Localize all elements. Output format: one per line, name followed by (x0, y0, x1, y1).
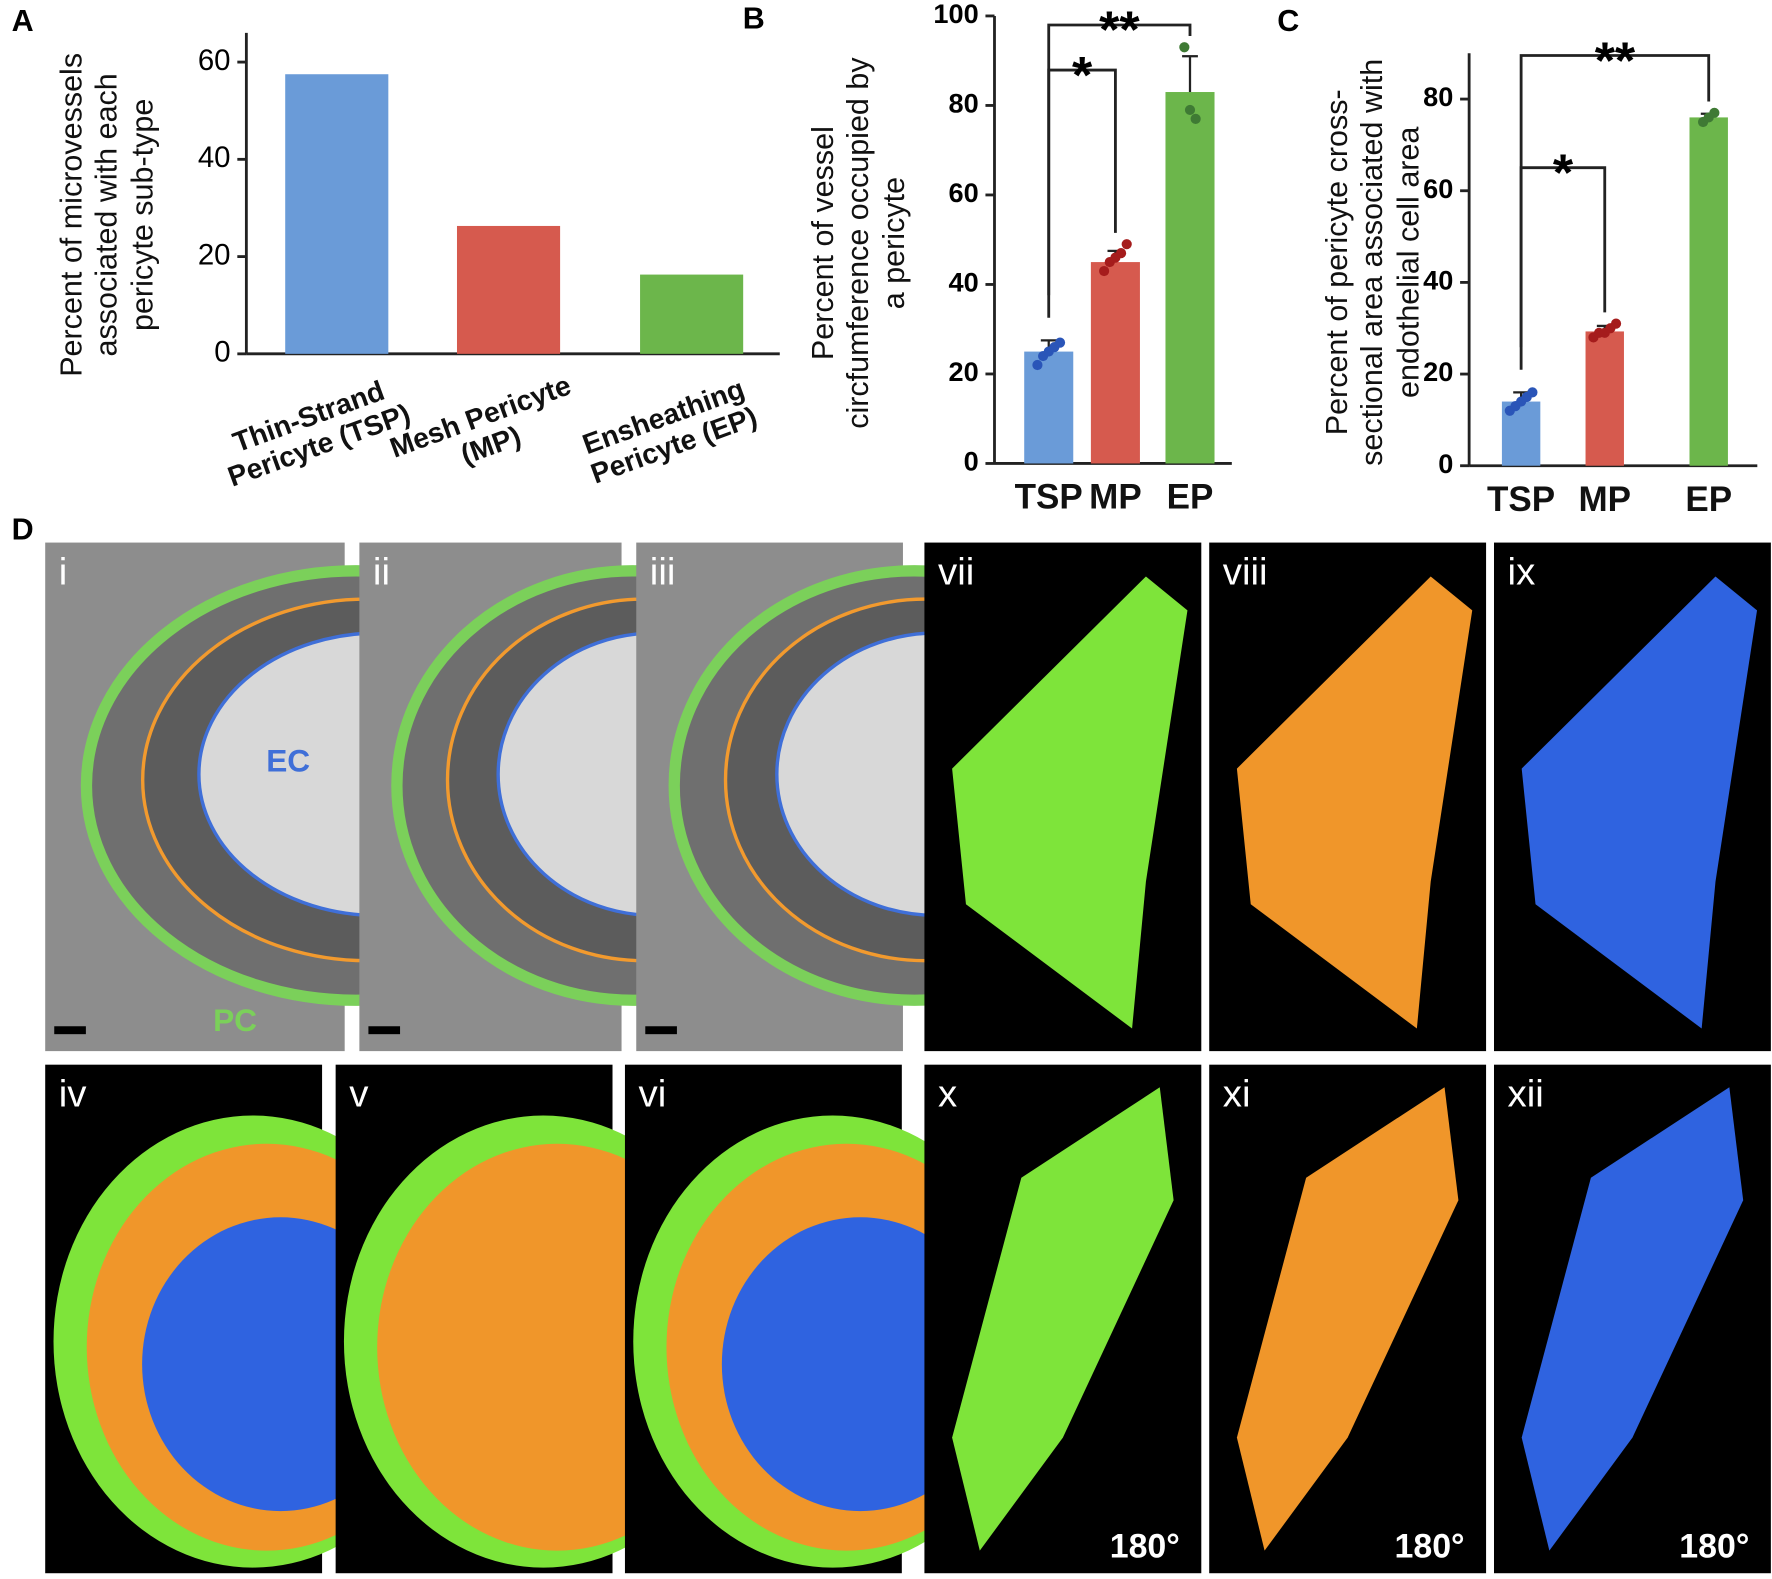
y-tick-label: 20 (198, 238, 231, 271)
panel-number: iv (59, 1072, 88, 1115)
y-tick-label: 0 (964, 446, 979, 477)
x-tick-label: TSP (1014, 477, 1083, 517)
rotation-label: 180° (1679, 1527, 1749, 1565)
x-tick-label: MP (1089, 477, 1142, 517)
rendering (1236, 576, 1473, 1029)
significance-label: * (1072, 47, 1093, 105)
y-axis-label: Percent of microvessels associated with … (54, 52, 159, 377)
data-point (1179, 42, 1190, 53)
scale-bar (645, 1026, 677, 1035)
x-tick-label-box: TSP (1014, 477, 1083, 517)
cell-label: PC (213, 1002, 257, 1038)
data-point (1115, 248, 1127, 259)
x-tick-label-box: EP (1685, 479, 1733, 519)
panel-number: ix (1508, 550, 1536, 593)
y-tick-label: 40 (1423, 265, 1453, 296)
data-point (1121, 239, 1132, 250)
x-tick-label: TSP (1487, 479, 1556, 519)
y-tick-label: 100 (933, 0, 978, 29)
bar (456, 225, 561, 354)
data-point (1054, 337, 1066, 348)
x-tick-label-box: Ensheathing Pericyte (EP) (578, 372, 762, 491)
data-point (1709, 107, 1720, 118)
panel-number: xii (1508, 1072, 1544, 1115)
scale-bar (54, 1026, 86, 1035)
x-tick-label: EP (1685, 479, 1733, 519)
scale-bar (368, 1026, 401, 1035)
bar (1024, 351, 1074, 464)
y-tick-label: 80 (949, 88, 979, 119)
rotation-label: 180° (1395, 1527, 1465, 1565)
rendering (952, 1087, 1174, 1551)
panel-number: vii (938, 550, 974, 593)
panel-label: B (743, 2, 765, 36)
rendering (952, 576, 1188, 1029)
y-axis-label: Percent of pericyte cross-sectional area… (1320, 58, 1425, 466)
panel-number: v (349, 1072, 369, 1115)
x-tick-label: EP (1166, 477, 1214, 517)
y-tick-label: 0 (1438, 448, 1453, 479)
significance-label: ** (1595, 32, 1636, 90)
y-tick-label: 60 (198, 44, 231, 77)
panel-label: C (1277, 4, 1299, 38)
rendering (1521, 1087, 1744, 1551)
significance-label: * (1553, 144, 1574, 202)
x-tick-label-box: EP (1166, 477, 1214, 517)
panel-number: viii (1223, 550, 1268, 593)
y-tick-label: 60 (1423, 173, 1453, 204)
data-point (1190, 113, 1201, 124)
panel-number: ii (373, 550, 390, 593)
bar (1689, 117, 1728, 466)
bar (1585, 331, 1624, 466)
y-axis-label-box: Percent of microvessels associated with … (54, 52, 159, 377)
bar (640, 274, 744, 354)
x-tick-label-box: MP (1089, 477, 1142, 517)
y-axis-label-box: Percent of pericyte cross-sectional area… (1320, 58, 1425, 466)
rendering (1236, 1087, 1459, 1551)
y-tick-label: 80 (1423, 81, 1453, 112)
data-point (1610, 318, 1622, 329)
significance-bracket (1047, 23, 1192, 296)
data-point (1032, 359, 1043, 371)
panel-number: i (59, 550, 68, 593)
y-tick-label: 40 (949, 267, 979, 298)
panel-number: vi (639, 1072, 667, 1115)
cell-label: EC (266, 742, 310, 778)
panel-number: xi (1223, 1072, 1251, 1115)
x-tick-label: MP (1578, 479, 1632, 519)
rotation-label: 180° (1110, 1527, 1180, 1565)
data-point (1527, 387, 1538, 398)
significance-label: ** (1099, 2, 1140, 60)
data-point (1099, 265, 1110, 277)
x-tick-label-box: MP (1578, 479, 1632, 519)
bar (285, 74, 389, 354)
y-axis-label: Percent of vessel circfumference occupie… (806, 57, 911, 429)
rendering (1521, 576, 1758, 1029)
data-point (1184, 104, 1196, 116)
x-tick-label: Ensheathing Pericyte (EP) (578, 372, 762, 491)
bar (1165, 92, 1215, 464)
panel-number: iii (650, 550, 676, 593)
bar (1090, 262, 1140, 464)
y-tick-label: 0 (214, 336, 230, 369)
y-tick-label: 40 (198, 141, 231, 174)
panel-label: A (12, 4, 34, 38)
y-tick-label: 20 (1423, 356, 1453, 387)
panel-number: x (938, 1072, 957, 1115)
x-tick-label-box: TSP (1487, 479, 1556, 519)
panel-label: D (12, 512, 34, 546)
y-tick-label: 60 (949, 177, 979, 208)
y-axis-label-box: Percent of vessel circfumference occupie… (806, 57, 911, 429)
significance-bracket (1519, 54, 1711, 348)
y-tick-label: 20 (949, 356, 979, 387)
